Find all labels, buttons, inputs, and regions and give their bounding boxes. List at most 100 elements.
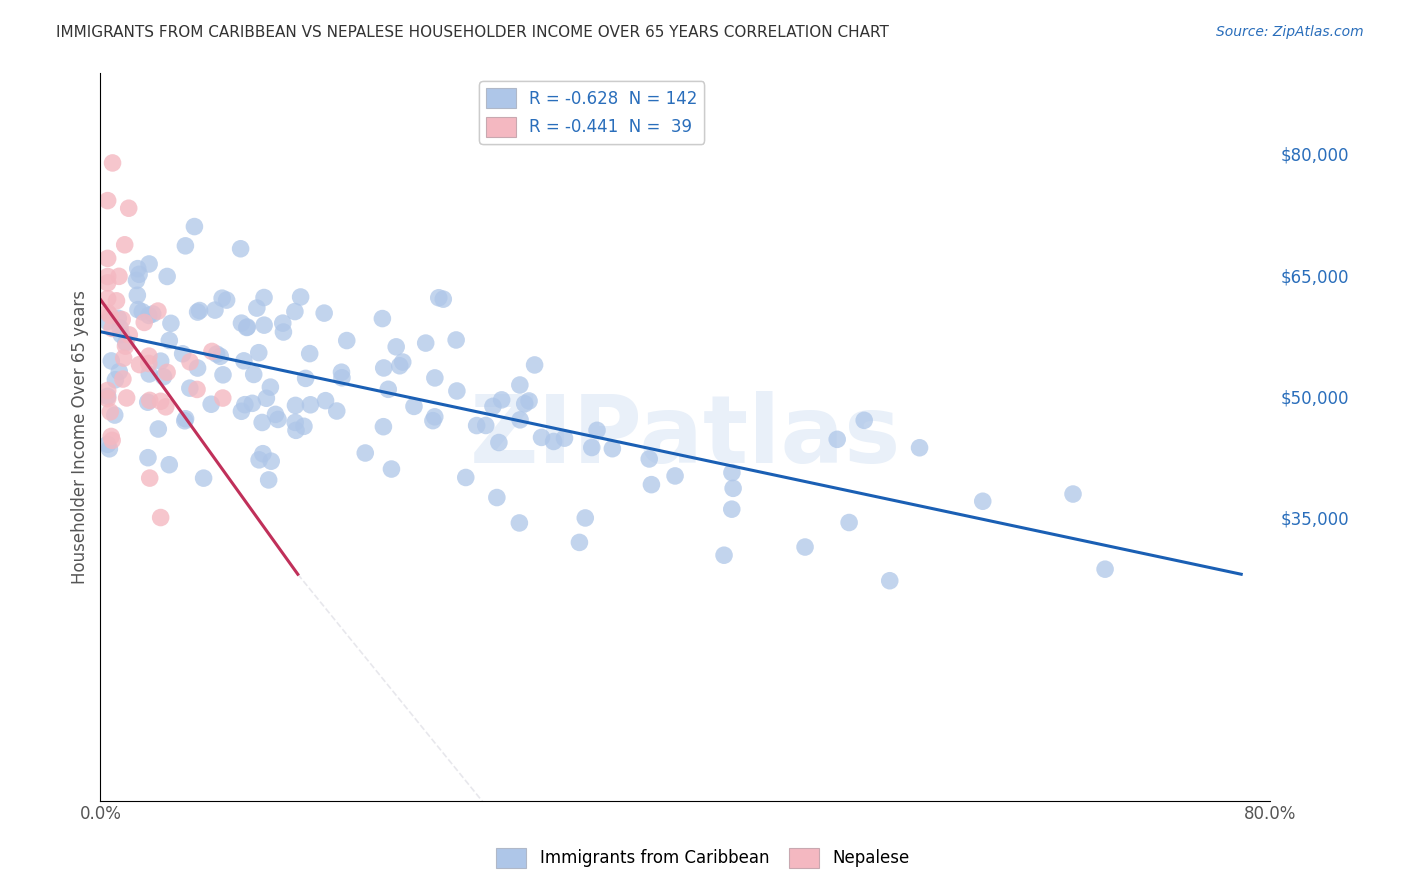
- Point: [211, 391, 233, 405]
- Point: [247, 453, 270, 467]
- Point: [138, 356, 160, 370]
- Point: [825, 433, 848, 447]
- Point: [553, 431, 575, 445]
- Point: [97, 269, 120, 284]
- Point: [236, 320, 259, 334]
- Point: [193, 471, 215, 485]
- Point: [188, 303, 211, 318]
- Point: [465, 418, 488, 433]
- Point: [284, 398, 307, 412]
- Point: [136, 395, 159, 409]
- Point: [157, 334, 180, 348]
- Point: [292, 419, 315, 434]
- Point: [326, 404, 349, 418]
- Point: [240, 396, 263, 410]
- Point: [235, 320, 257, 334]
- Point: [253, 291, 276, 305]
- Point: [482, 400, 505, 414]
- Legend: R = -0.628  N = 142, R = -0.441  N =  39: R = -0.628 N = 142, R = -0.441 N = 39: [479, 81, 704, 144]
- Point: [252, 447, 274, 461]
- Point: [388, 359, 411, 373]
- Point: [111, 372, 134, 386]
- Point: [391, 355, 413, 369]
- Point: [721, 466, 744, 480]
- Point: [97, 389, 120, 403]
- Point: [134, 315, 156, 329]
- Point: [491, 392, 513, 407]
- Point: [97, 292, 120, 306]
- Point: [187, 305, 209, 319]
- Point: [853, 413, 876, 427]
- Point: [271, 316, 294, 330]
- Point: [423, 371, 446, 385]
- Point: [101, 156, 124, 170]
- Point: [508, 516, 530, 530]
- Legend: Immigrants from Caribbean, Nepalese: Immigrants from Caribbean, Nepalese: [489, 841, 917, 875]
- Point: [179, 355, 201, 369]
- Point: [664, 469, 686, 483]
- Point: [138, 257, 160, 271]
- Point: [568, 535, 591, 549]
- Point: [517, 394, 540, 409]
- Point: [186, 383, 208, 397]
- Point: [104, 373, 127, 387]
- Point: [373, 361, 395, 376]
- Point: [513, 397, 536, 411]
- Point: [97, 252, 120, 266]
- Point: [415, 336, 437, 351]
- Point: [114, 339, 136, 353]
- Point: [205, 347, 228, 361]
- Point: [336, 334, 359, 348]
- Point: [107, 311, 129, 326]
- Point: [108, 321, 131, 335]
- Point: [488, 435, 510, 450]
- Point: [209, 349, 232, 363]
- Point: [128, 268, 150, 282]
- Point: [427, 291, 450, 305]
- Text: IMMIGRANTS FROM CARIBBEAN VS NEPALESE HOUSEHOLDER INCOME OVER 65 YEARS CORRELATI: IMMIGRANTS FROM CARIBBEAN VS NEPALESE HO…: [56, 25, 889, 40]
- Point: [264, 408, 287, 422]
- Point: [284, 416, 307, 430]
- Point: [108, 365, 131, 379]
- Point: [98, 405, 121, 419]
- Point: [215, 293, 238, 307]
- Point: [253, 318, 276, 333]
- Point: [97, 305, 120, 319]
- Point: [586, 423, 609, 437]
- Point: [127, 302, 149, 317]
- Point: [118, 201, 141, 215]
- Point: [454, 470, 477, 484]
- Point: [115, 391, 138, 405]
- Point: [444, 333, 467, 347]
- Point: [422, 414, 444, 428]
- Point: [114, 335, 136, 350]
- Point: [713, 548, 735, 562]
- Point: [402, 400, 425, 414]
- Point: [101, 434, 124, 448]
- Point: [247, 345, 270, 359]
- Point: [354, 446, 377, 460]
- Point: [127, 261, 149, 276]
- Point: [509, 378, 531, 392]
- Text: Source: ZipAtlas.com: Source: ZipAtlas.com: [1216, 25, 1364, 39]
- Point: [530, 430, 553, 444]
- Point: [212, 368, 235, 382]
- Point: [146, 304, 169, 318]
- Point: [183, 219, 205, 234]
- Point: [290, 290, 312, 304]
- Point: [1062, 487, 1084, 501]
- Point: [432, 292, 454, 306]
- Point: [229, 242, 252, 256]
- Point: [485, 491, 508, 505]
- Point: [294, 371, 316, 385]
- Point: [97, 194, 120, 208]
- Point: [112, 351, 135, 365]
- Point: [105, 293, 128, 308]
- Point: [211, 291, 233, 305]
- Point: [640, 477, 662, 491]
- Point: [156, 365, 179, 379]
- Point: [371, 311, 394, 326]
- Point: [108, 269, 131, 284]
- Point: [574, 511, 596, 525]
- Point: [581, 441, 603, 455]
